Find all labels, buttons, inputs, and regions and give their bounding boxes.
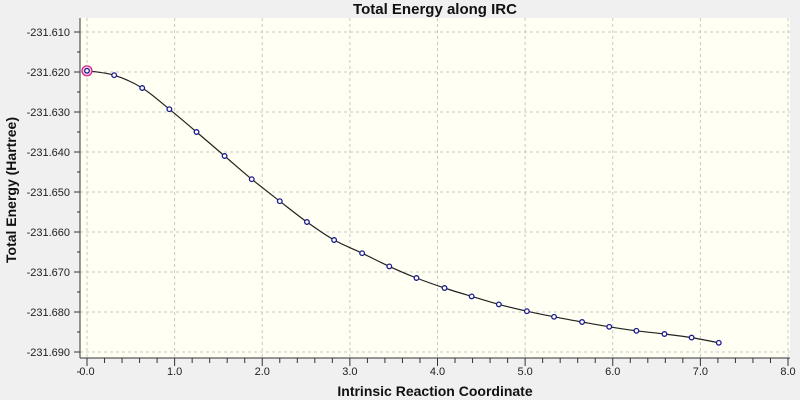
y-tick-label: -231.640 — [27, 147, 70, 159]
data-point — [715, 339, 722, 346]
x-tick-label: 7.0 — [693, 366, 708, 378]
data-point — [276, 198, 283, 205]
data-point — [468, 293, 475, 300]
y-tick-label: -231.690 — [27, 347, 70, 359]
plot-background — [80, 18, 790, 358]
x-tick-label: 2.0 — [255, 366, 270, 378]
data-point — [495, 301, 502, 308]
x-tick-label: 6.0 — [605, 366, 620, 378]
chart-title: Total Energy along IRC — [353, 1, 517, 18]
data-point — [248, 176, 255, 183]
data-point — [111, 72, 118, 79]
data-point — [579, 319, 586, 325]
y-tick-label: -231.650 — [27, 187, 70, 199]
x-tick-label: 0.0 — [79, 366, 94, 378]
y-tick-label: -231.610 — [27, 27, 70, 39]
data-point — [606, 323, 613, 330]
data-point — [523, 308, 530, 315]
data-points — [81, 65, 722, 346]
y-tick-label: -231.680 — [27, 307, 70, 319]
data-point — [331, 237, 338, 243]
data-point — [221, 153, 228, 159]
x-axis-label: Intrinsic Reaction Coordinate — [337, 383, 532, 399]
data-point — [303, 219, 310, 225]
data-point — [413, 275, 420, 281]
x-tick-labels: 0.0 1.0 2.0 3.0 4.0 5.0 6.0 7.0 8.0 — [79, 366, 795, 378]
data-point — [84, 67, 90, 74]
data-point — [688, 334, 695, 341]
data-point — [661, 331, 668, 337]
x-tick-label: 5.0 — [517, 366, 532, 378]
x-tick-label: 8.0 — [780, 366, 795, 378]
y-axis-label: Total Energy (Hartree) — [3, 117, 19, 263]
data-point — [166, 106, 173, 113]
data-point — [193, 129, 200, 135]
x-tick-label: 4.0 — [430, 366, 445, 378]
data-point — [386, 263, 393, 270]
y-tick-labels: -231.610 -231.620 -231.630 -231.640 -231.650… — [27, 27, 70, 359]
gridlines — [80, 18, 790, 358]
data-point — [359, 250, 366, 257]
y-tick-label: -231.670 — [27, 267, 70, 279]
data-point — [633, 327, 640, 334]
data-point — [139, 85, 146, 91]
y-tick-label: -231.660 — [27, 227, 70, 239]
axes — [74, 18, 790, 373]
data-point — [441, 285, 448, 291]
x-tick-label: 1.0 — [167, 366, 182, 378]
y-tick-label: -231.630 — [27, 107, 70, 119]
y-tick-label: -231.620 — [27, 67, 70, 79]
x-tick-label: 3.0 — [342, 366, 357, 378]
data-point — [551, 313, 557, 320]
